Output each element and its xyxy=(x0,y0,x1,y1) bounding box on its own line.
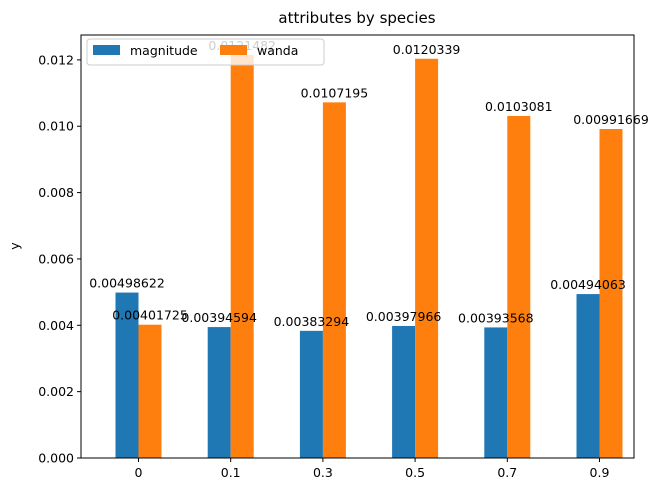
y-tick-label: 0.002 xyxy=(38,384,74,399)
y-axis: 0.000 0.002 0.004 0.006 0.008 0.010 0.012 xyxy=(38,52,81,466)
legend-swatch-wanda xyxy=(220,45,247,55)
bar-label-magnitude-0.1: 0.00394594 xyxy=(181,310,257,325)
bar-label-magnitude-0: 0.00498622 xyxy=(89,276,165,291)
bar-label-wanda-0: 0.00401725 xyxy=(112,308,188,323)
bar-label-magnitude-0.3: 0.00383294 xyxy=(274,314,350,329)
legend-label-magnitude: magnitude xyxy=(130,43,198,58)
bar-label-wanda-0.7: 0.0103081 xyxy=(485,99,553,114)
x-axis: 0 0.1 0.3 0.5 0.7 0.9 xyxy=(135,458,610,480)
bar-magnitude-0.1 xyxy=(207,327,231,458)
bar-magnitude-0.9 xyxy=(576,294,600,458)
bar-wanda-0.7 xyxy=(507,116,531,459)
bar-label-wanda-0.3: 0.0107195 xyxy=(301,85,369,100)
plot-frame xyxy=(80,34,635,459)
legend-label-wanda: wanda xyxy=(257,43,298,58)
y-tick-label: 0.000 xyxy=(38,451,74,466)
x-tick-label: 0 xyxy=(135,465,143,480)
y-axis-label: y xyxy=(7,242,22,250)
x-tick-label: 0.7 xyxy=(497,465,517,480)
bar-magnitude-0.7 xyxy=(484,327,508,458)
bar-labels-group: 0.00498622 0.00394594 0.00383294 0.00397966… xyxy=(89,38,649,329)
bar-label-wanda-0.9: 0.00991669 xyxy=(573,112,649,127)
bar-magnitude-0.5 xyxy=(392,325,416,458)
y-tick-label: 0.004 xyxy=(38,318,74,333)
y-tick-label: 0.010 xyxy=(38,119,74,134)
bar-wanda-0 xyxy=(138,324,162,458)
bar-magnitude-0 xyxy=(115,292,139,458)
x-tick-label: 0.5 xyxy=(405,465,425,480)
bar-wanda-0.9 xyxy=(599,128,623,459)
chart-title: attributes by species xyxy=(278,9,435,27)
legend-swatch-magnitude xyxy=(93,45,120,55)
x-tick-label: 0.3 xyxy=(313,465,333,480)
x-tick-label: 0.1 xyxy=(221,465,241,480)
bar-label-wanda-0.5: 0.0120339 xyxy=(393,42,461,57)
bar-magnitude-0.3 xyxy=(299,330,323,458)
bar-wanda-0.3 xyxy=(322,102,346,459)
bar-label-magnitude-0.5: 0.00397966 xyxy=(366,309,442,324)
y-tick-label: 0.006 xyxy=(38,251,74,266)
bars-group xyxy=(115,54,623,459)
bar-wanda-0.5 xyxy=(415,58,439,459)
bar-label-magnitude-0.9: 0.00494063 xyxy=(550,277,626,292)
bar-wanda-0.1 xyxy=(230,54,254,458)
x-tick-label: 0.9 xyxy=(590,465,610,480)
y-tick-label: 0.008 xyxy=(38,185,74,200)
legend[interactable]: magnitude wanda xyxy=(86,38,325,66)
legend-box xyxy=(86,38,325,66)
bar-label-magnitude-0.7: 0.00393568 xyxy=(458,310,534,325)
y-tick-label: 0.012 xyxy=(38,52,74,67)
